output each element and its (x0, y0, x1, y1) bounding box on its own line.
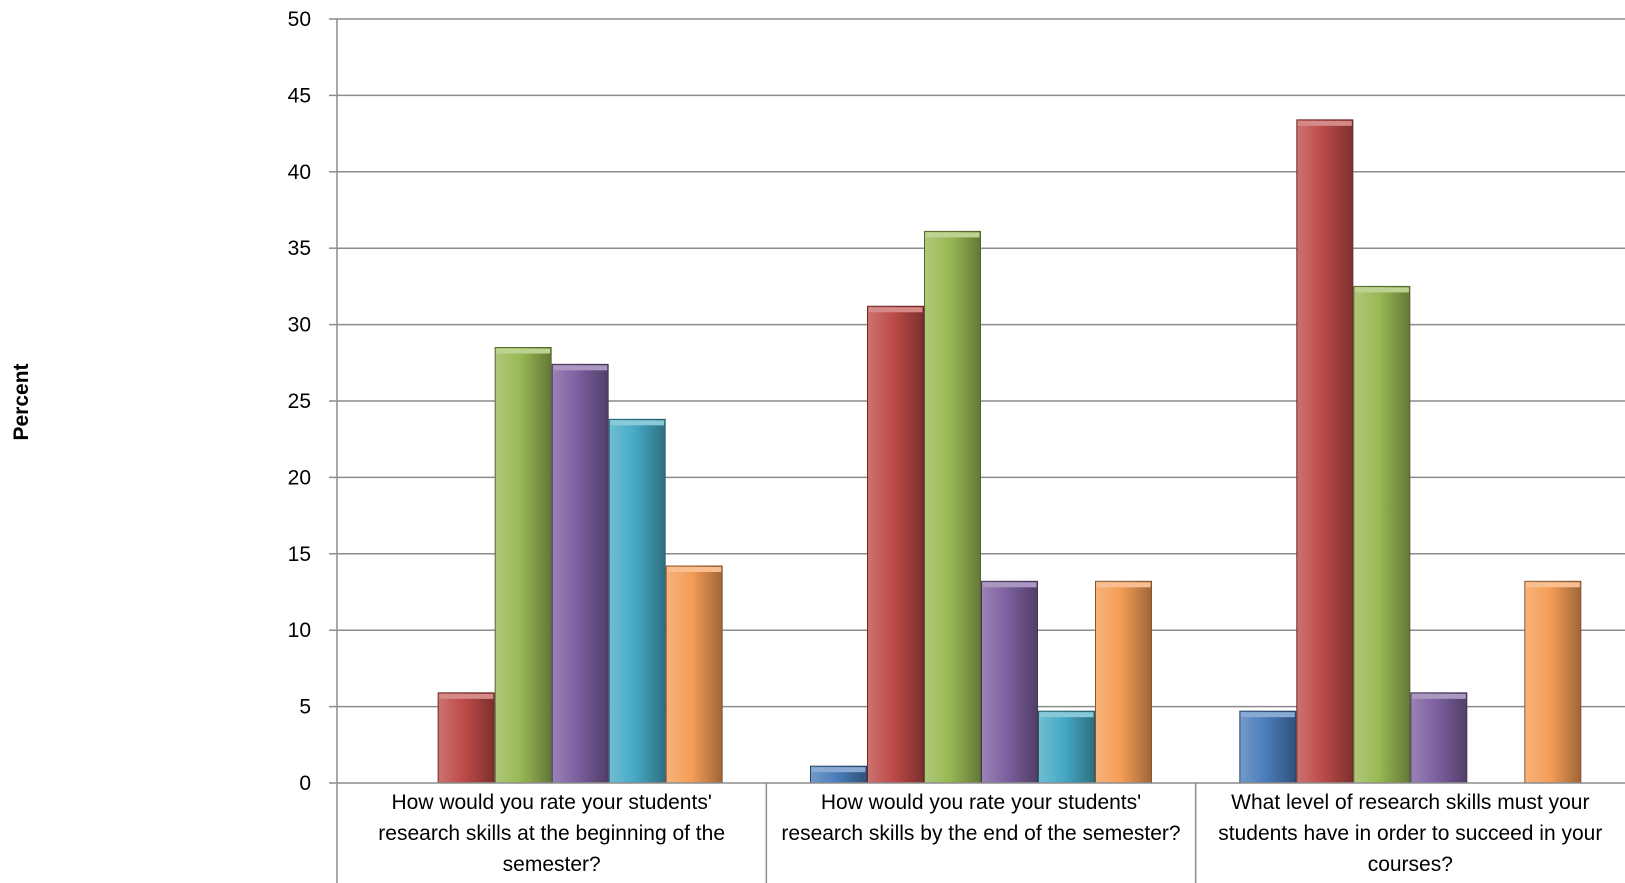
bar (1095, 580, 1152, 784)
y-tick-label: 35 (288, 237, 311, 260)
y-axis-ticks: 0 5 10 15 20 25 30 35 40 45 50 (288, 8, 311, 795)
y-tick-label: 15 (288, 543, 311, 566)
y-tick-label: 40 (288, 161, 311, 184)
category-label: How would you rate your students' resear… (378, 791, 726, 876)
y-tick-label: 0 (299, 772, 311, 795)
bar (1239, 710, 1297, 784)
bar-cap (868, 307, 923, 313)
bar (1524, 580, 1582, 784)
bar (608, 418, 666, 784)
y-axis-label: Percent (10, 363, 33, 440)
bar-cap (667, 567, 722, 573)
bar-cap (610, 420, 665, 426)
y-tick-label: 5 (299, 696, 311, 719)
bar-cap (1411, 693, 1466, 699)
bar (1038, 710, 1095, 784)
bar-cap (982, 582, 1037, 588)
y-tick-label: 45 (288, 84, 311, 107)
bar (665, 565, 723, 784)
bar-cap (439, 693, 494, 699)
category-label: What level of research skills must your … (1218, 791, 1603, 876)
bar (1296, 119, 1354, 784)
bar (551, 363, 609, 784)
bar-cap (811, 767, 866, 773)
y-tick-label: 50 (288, 8, 311, 31)
bar-cap (1039, 712, 1094, 718)
bar-cap (1297, 120, 1352, 126)
bar-cap (1525, 582, 1580, 588)
bar-cap (496, 348, 551, 354)
y-tick-label: 30 (288, 314, 311, 337)
bars (437, 119, 1582, 784)
bar-cap (1354, 287, 1409, 293)
y-tick-label: 25 (288, 390, 311, 413)
bar-cap (1096, 582, 1151, 588)
bar (1410, 692, 1468, 784)
bar (1353, 285, 1411, 784)
bar-cap (925, 232, 980, 238)
bar (437, 692, 495, 784)
axes (329, 18, 1625, 883)
bar-cap (553, 365, 608, 371)
bar (924, 230, 981, 784)
bar-cap (1240, 712, 1295, 718)
category-label: How would you rate your students' resear… (781, 791, 1181, 845)
bar (867, 305, 924, 784)
bar (981, 580, 1038, 784)
bar (494, 347, 552, 784)
y-tick-label: 20 (288, 466, 311, 489)
y-tick-label: 10 (288, 619, 311, 642)
